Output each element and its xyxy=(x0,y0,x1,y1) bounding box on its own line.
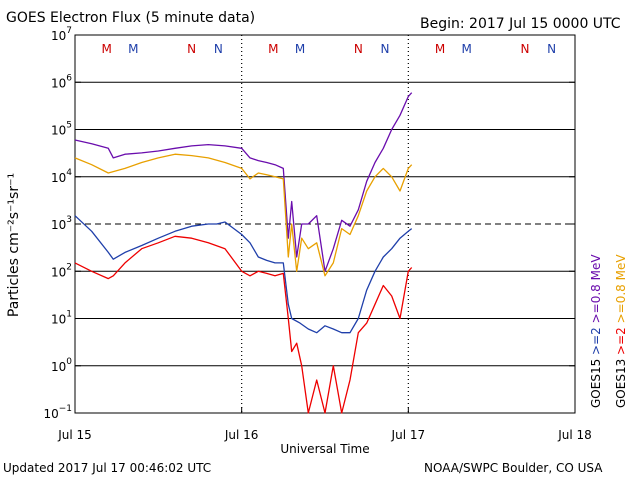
legend-entry-1: >=2 xyxy=(589,327,603,359)
marker-7: N xyxy=(381,42,390,56)
horizontal-gridlines xyxy=(75,81,575,367)
y-tick-label-4: 103 xyxy=(51,215,72,232)
series-lines xyxy=(74,92,413,414)
series-goes15-0-8-mev xyxy=(74,92,413,272)
marker-4: M xyxy=(268,42,278,56)
y-axis-title: Particles cm⁻²s⁻¹sr⁻¹ xyxy=(6,173,22,317)
x-axis-title: Universal Time xyxy=(280,442,369,456)
y-tick-label-1: 106 xyxy=(51,73,72,90)
marker-9: M xyxy=(461,42,471,56)
y-axis-tick-labels: 107 106 105 104 103 102 101 100 10−1 xyxy=(43,26,575,421)
marker-8: M xyxy=(435,42,445,56)
marker-11: N xyxy=(547,42,556,56)
legend-entry-3: GOES13 xyxy=(614,359,628,408)
y-tick-label-7: 100 xyxy=(51,357,72,374)
y-tick-label-5: 102 xyxy=(51,262,72,279)
marker-1: M xyxy=(128,42,138,56)
marker-5: M xyxy=(295,42,305,56)
series-goes13-2-mev xyxy=(74,235,413,414)
legend-entry-5: >=0.8 MeV xyxy=(614,254,628,328)
x-tick-label-1: Jul 16 xyxy=(224,428,259,442)
updated-timestamp: Updated 2017 Jul 17 00:46:02 UTC xyxy=(3,461,211,475)
y-tick-label-0: 107 xyxy=(51,26,72,43)
marker-6: N xyxy=(354,42,363,56)
y-tick-label-3: 104 xyxy=(51,168,72,185)
y-tick-label-6: 101 xyxy=(51,310,72,327)
marker-2: N xyxy=(187,42,196,56)
marker-10: N xyxy=(521,42,530,56)
legend-entry-0: GOES15 xyxy=(589,359,603,408)
marker-0: M xyxy=(101,42,111,56)
y-tick-label-8: 10−1 xyxy=(43,404,72,421)
credit-label: NOAA/SWPC Boulder, CO USA xyxy=(424,461,603,475)
series-goes13-0-8-mev xyxy=(74,153,413,277)
series-goes15-2-mev xyxy=(74,215,413,334)
x-axis-tick-labels: Jul 15 Jul 16 Jul 17 Jul 18 xyxy=(57,407,592,442)
legend-entry-4: >=2 xyxy=(614,327,628,359)
x-tick-label-0: Jul 15 xyxy=(57,428,92,442)
marker-3: N xyxy=(214,42,223,56)
x-tick-label-3: Jul 18 xyxy=(557,428,592,442)
y-tick-label-2: 105 xyxy=(51,121,72,138)
begin-label: Begin: 2017 Jul 15 0000 UTC xyxy=(420,16,621,32)
legend-column-1: GOES13 >=2 >=0.8 MeV xyxy=(614,254,628,408)
legend-column-0: GOES15 >=2 >=0.8 MeV xyxy=(589,254,603,408)
x-tick-label-2: Jul 17 xyxy=(391,428,426,442)
chart-title: GOES Electron Flux (5 minute data) xyxy=(6,10,255,26)
legend-entry-2: >=0.8 MeV xyxy=(589,254,603,328)
